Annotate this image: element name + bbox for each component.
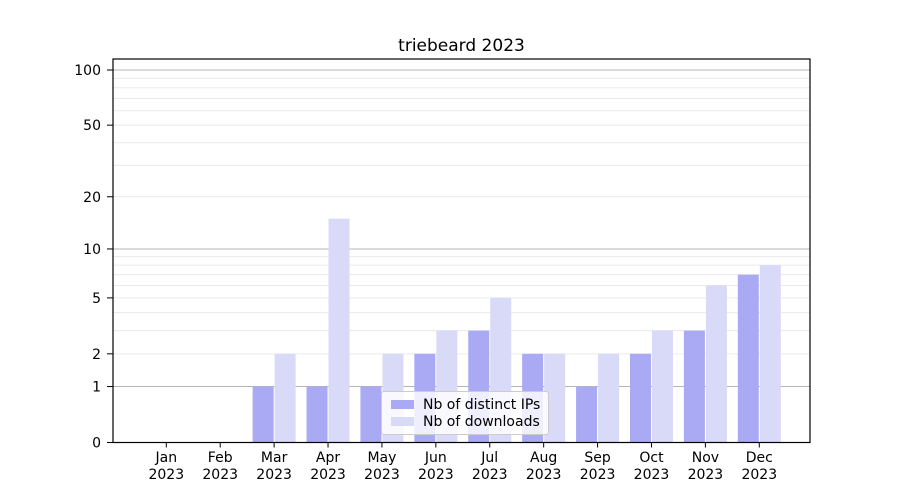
bar-downloads-sep: [598, 353, 620, 443]
bar-downloads-aug: [544, 353, 566, 443]
y-tick-label: 20: [83, 190, 101, 206]
x-tick-label: Sep: [584, 450, 611, 466]
x-tick-label: Jul: [480, 450, 498, 466]
y-tick-label: 5: [92, 291, 101, 307]
x-tick-year-label: 2023: [148, 467, 184, 483]
legend-entry-distinct-ips: Nb of distinct IPs: [391, 396, 541, 413]
x-tick-label: Apr: [316, 450, 340, 466]
bar-ips-may: [360, 386, 382, 443]
x-tick-year-label: 2023: [741, 467, 777, 483]
x-tick-label: Mar: [261, 450, 288, 466]
bar-downloads-mar: [274, 353, 296, 443]
x-tick-label: Aug: [530, 450, 557, 466]
y-tick-label: 100: [74, 63, 101, 79]
y-tick-label: 0: [92, 436, 101, 452]
x-tick-year-label: 2023: [418, 467, 454, 483]
x-tick-label: Nov: [692, 450, 719, 466]
legend-swatch-downloads: [391, 417, 414, 426]
bar-ips-oct: [629, 353, 651, 443]
x-tick-year-label: 2023: [526, 467, 562, 483]
x-tick-year-label: 2023: [472, 467, 508, 483]
x-tick-year-label: 2023: [310, 467, 346, 483]
x-tick-year-label: 2023: [688, 467, 724, 483]
legend-swatch-distinct-ips: [391, 400, 414, 409]
bar-ips-nov: [683, 330, 705, 443]
bar-ips-mar: [252, 386, 274, 443]
legend-label-distinct-ips: Nb of distinct IPs: [423, 396, 541, 413]
chart-title: triebeard 2023: [398, 36, 525, 56]
bar-downloads-apr: [328, 218, 350, 443]
x-tick-year-label: 2023: [256, 467, 292, 483]
x-tick-label: Oct: [639, 450, 664, 466]
x-tick-year-label: 2023: [202, 467, 238, 483]
legend-label-downloads: Nb of downloads: [423, 413, 540, 430]
x-tick-year-label: 2023: [364, 467, 400, 483]
x-tick-year-label: 2023: [634, 467, 670, 483]
y-tick-label: 2: [92, 347, 101, 363]
bar-downloads-dec: [759, 265, 781, 443]
y-tick-label: 1: [92, 380, 101, 396]
bar-ips-sep: [576, 386, 598, 443]
legend-entry-downloads: Nb of downloads: [391, 413, 540, 430]
bar-ips-apr: [306, 386, 328, 443]
x-tick-label: Dec: [746, 450, 773, 466]
x-tick-label: Jan: [155, 450, 178, 466]
x-tick-label: Feb: [208, 450, 233, 466]
bar-ips-dec: [737, 274, 759, 443]
plot-border: [112, 58, 811, 444]
x-tick-label: Jun: [424, 450, 447, 466]
x-tick-label: May: [367, 450, 396, 466]
y-tick-label: 50: [83, 118, 101, 134]
legend: Nb of distinct IPs Nb of downloads: [381, 391, 549, 435]
bar-downloads-nov: [705, 285, 727, 443]
x-tick-year-label: 2023: [580, 467, 616, 483]
bar-downloads-oct: [651, 330, 673, 443]
y-tick-label: 10: [83, 242, 101, 258]
